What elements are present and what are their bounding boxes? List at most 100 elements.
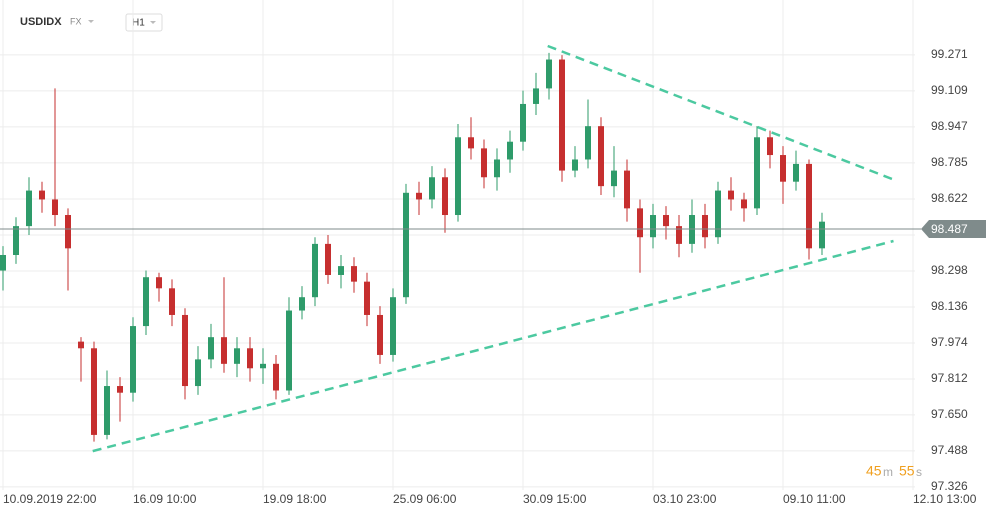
- candle-body: [104, 386, 110, 435]
- candle-body: [793, 163, 799, 182]
- candle-body: [13, 226, 19, 255]
- candle-body: [754, 137, 760, 209]
- candle-body: [806, 163, 812, 249]
- x-tick-label: 16.09 10:00: [133, 492, 197, 506]
- timer-minutes: 45: [866, 463, 882, 479]
- x-tick-label: 12.10 13:00: [913, 492, 977, 506]
- candle-body: [351, 266, 357, 282]
- interval-box[interactable]: [125, 13, 163, 32]
- candle-body: [819, 221, 825, 249]
- candle-body: [299, 297, 305, 311]
- candle-body: [520, 103, 526, 142]
- plot: 99.27199.10998.94798.78598.62298.46098.2…: [0, 0, 986, 506]
- candle-body: [598, 126, 604, 187]
- candle-body: [338, 266, 344, 275]
- x-tick-label: 25.09 06:00: [393, 492, 457, 506]
- dropdown-arrow[interactable]: [150, 21, 156, 24]
- trend-line: [92, 239, 894, 453]
- candle-body: [143, 277, 149, 327]
- candle-body: [52, 199, 58, 216]
- y-tick-label: 97.326: [931, 479, 968, 493]
- candle-body: [260, 363, 266, 369]
- x-tick-label: 09.10 11:00: [783, 492, 846, 506]
- candle-body: [312, 243, 318, 298]
- candle-body: [507, 141, 513, 160]
- candle-body: [585, 126, 591, 160]
- timer-unit: s: [916, 465, 922, 479]
- candle-body: [468, 137, 474, 149]
- candle-body: [130, 326, 136, 393]
- candle-body: [234, 348, 240, 364]
- candle-body: [39, 190, 45, 200]
- x-tick-label: 10.09.2019 22:00: [3, 492, 97, 506]
- x-tick-label: 03.10 23:00: [653, 492, 717, 506]
- candle-body: [442, 177, 448, 216]
- candle-body: [429, 177, 435, 200]
- candle-body: [728, 190, 734, 200]
- candle-body: [416, 192, 422, 200]
- candle-body: [182, 314, 188, 387]
- y-tick-label: 98.136: [931, 299, 968, 313]
- last-price-label: 98.487: [931, 222, 968, 236]
- candle-body: [572, 159, 578, 171]
- candle-body: [156, 277, 162, 289]
- candle-body: [403, 192, 409, 298]
- candle-body: [663, 215, 669, 227]
- y-tick-label: 97.488: [931, 443, 968, 457]
- market[interactable]: FX: [70, 16, 82, 26]
- timer-unit: m: [883, 465, 893, 479]
- candle-body: [741, 199, 747, 209]
- candle-body: [364, 281, 370, 315]
- y-tick-label: 98.622: [931, 191, 968, 205]
- timer-seconds: 55: [899, 463, 915, 479]
- candle-body: [377, 314, 383, 355]
- y-tick-label: 97.650: [931, 407, 968, 421]
- y-tick-label: 98.947: [931, 119, 968, 133]
- candle-body: [247, 348, 253, 369]
- candle-body: [65, 215, 71, 249]
- candle-body: [221, 337, 227, 364]
- x-tick-label: 19.09 18:00: [263, 492, 327, 506]
- candle-body: [117, 386, 123, 393]
- candle-body: [780, 155, 786, 182]
- candle-body: [767, 137, 773, 156]
- y-tick-label: 99.271: [931, 47, 968, 61]
- candle-body: [637, 208, 643, 238]
- candle-body: [650, 215, 656, 238]
- candle-body: [390, 297, 396, 355]
- candle-body: [624, 170, 630, 209]
- candle-body: [702, 215, 708, 238]
- candle-body: [0, 254, 6, 271]
- candle-body: [273, 363, 279, 391]
- dropdown-arrow[interactable]: [88, 20, 94, 23]
- candle-body: [455, 137, 461, 216]
- candle-body: [546, 59, 552, 89]
- candle-body: [208, 337, 214, 360]
- last-price-box: [921, 220, 986, 239]
- y-tick-label: 97.812: [931, 371, 968, 385]
- trend-line: [547, 44, 898, 183]
- candle-body: [78, 341, 84, 349]
- candle-body: [481, 148, 487, 178]
- y-tick-label: 97.974: [931, 335, 968, 349]
- candle-body: [533, 88, 539, 104]
- symbol: USDIDX: [20, 16, 62, 28]
- candle-body: [676, 226, 682, 244]
- candle-body: [169, 288, 175, 315]
- y-tick-label: 98.298: [931, 263, 968, 277]
- candle-body: [494, 159, 500, 178]
- candle-body: [325, 243, 331, 275]
- y-tick-label: 98.785: [931, 155, 968, 169]
- x-tick-label: 30.09 15:00: [523, 492, 587, 506]
- y-tick-label: 99.109: [931, 83, 968, 97]
- candle-body: [91, 348, 97, 435]
- candle-body: [715, 190, 721, 238]
- candle-body: [286, 310, 292, 391]
- candle-body: [195, 359, 201, 387]
- candle-body: [611, 170, 617, 187]
- candle-body: [559, 59, 565, 171]
- candle-body: [26, 190, 32, 227]
- interval[interactable]: H1: [132, 18, 145, 29]
